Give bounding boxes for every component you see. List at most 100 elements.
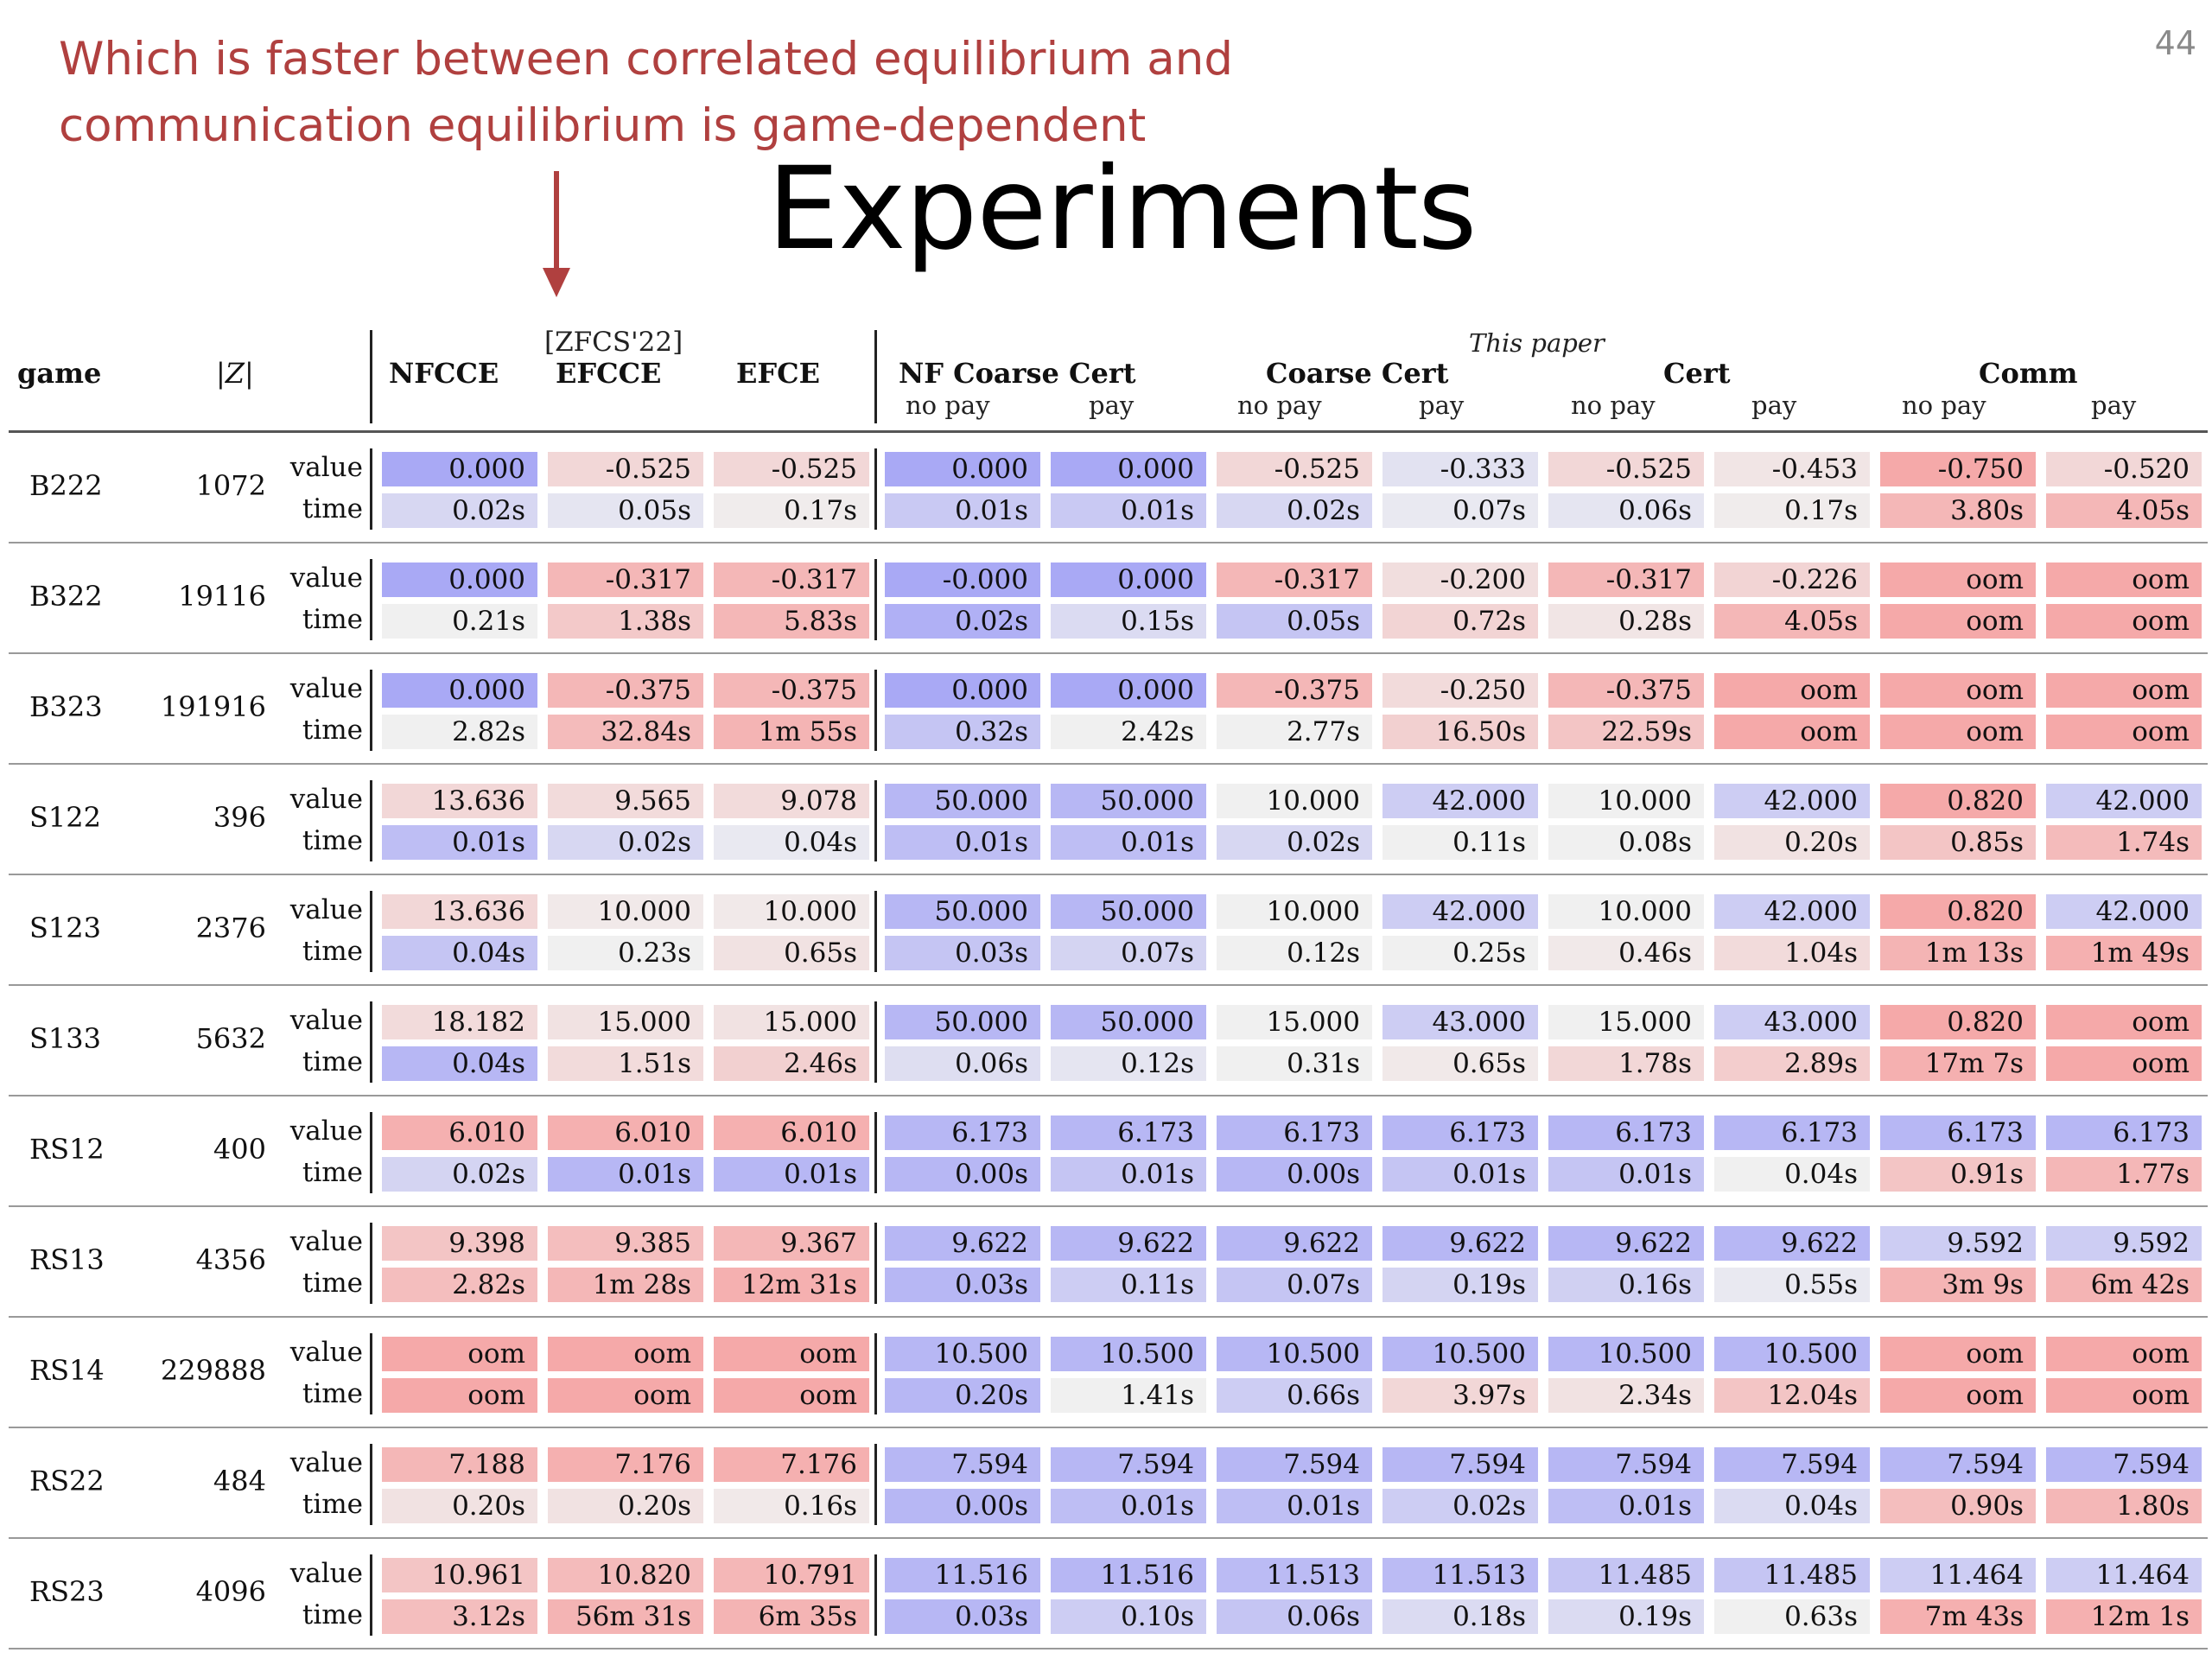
- value-cell: 0.820: [1880, 784, 2036, 818]
- value-cell: oom: [2046, 1337, 2202, 1371]
- value-cell: 7.594: [1880, 1447, 2036, 1482]
- value-cell: 11.485: [1548, 1558, 1704, 1592]
- page-number: 44: [2154, 24, 2196, 62]
- time-cell: 0.66s: [1217, 1378, 1372, 1413]
- time-cell: 4.05s: [1714, 604, 1870, 639]
- value-cell: 10.500: [1548, 1337, 1704, 1371]
- row-divider-1: [874, 1223, 877, 1304]
- time-cell: 0.55s: [1714, 1268, 1870, 1302]
- time-cell: 2.89s: [1714, 1046, 1870, 1081]
- time-cell: 0.01s: [382, 825, 537, 860]
- value-cell: 9.622: [1382, 1226, 1538, 1261]
- value-cell: 9.398: [382, 1226, 537, 1261]
- state-count: 4096: [195, 1575, 266, 1608]
- time-cell: 0.02s: [382, 493, 537, 528]
- value-cell: oom: [1714, 673, 1870, 708]
- time-cell: 0.05s: [1217, 604, 1372, 639]
- time-cell: 0.02s: [1217, 825, 1372, 860]
- time-cell: 22.59s: [1548, 715, 1704, 749]
- time-cell: 0.04s: [382, 936, 537, 970]
- time-cell: oom: [2046, 715, 2202, 749]
- subheader-0: no pay: [906, 391, 990, 420]
- value-cell: 43.000: [1382, 1005, 1538, 1039]
- time-cell: 6m 35s: [714, 1599, 869, 1634]
- row-divider-0: [370, 780, 372, 861]
- value-cell: 9.622: [1548, 1226, 1704, 1261]
- value-cell: 0.000: [382, 563, 537, 597]
- value-cell: 11.516: [1051, 1558, 1206, 1592]
- state-count: 4356: [195, 1243, 266, 1276]
- value-cell: 15.000: [548, 1005, 703, 1039]
- time-cell: 1m 49s: [2046, 936, 2202, 970]
- time-cell: 32.84s: [548, 715, 703, 749]
- time-cell: 2.82s: [382, 715, 537, 749]
- value-cell: 0.000: [382, 673, 537, 708]
- time-cell: 0.02s: [1382, 1489, 1538, 1523]
- time-cell: 0.15s: [1051, 604, 1206, 639]
- time-cell: 3.12s: [382, 1599, 537, 1634]
- time-cell: 3.97s: [1382, 1378, 1538, 1413]
- value-cell: 11.513: [1217, 1558, 1372, 1592]
- game-name: S133: [29, 1022, 101, 1055]
- row-divider-1: [874, 780, 877, 861]
- time-cell: 0.07s: [1382, 493, 1538, 528]
- game-name: B322: [29, 580, 103, 613]
- state-count: 400: [213, 1133, 266, 1166]
- value-cell: 10.000: [548, 894, 703, 929]
- subheader-7: pay: [2091, 391, 2137, 420]
- state-count: 19116: [178, 580, 266, 613]
- row-divider-0: [370, 1333, 372, 1414]
- row-rule: [9, 1537, 2208, 1539]
- value-cell: 7.594: [885, 1447, 1040, 1482]
- time-cell: 0.01s: [1051, 825, 1206, 860]
- time-cell: 0.01s: [1051, 493, 1206, 528]
- value-cell: 9.622: [1714, 1226, 1870, 1261]
- row-divider-1: [874, 891, 877, 972]
- annotation-arrow-icon: [543, 171, 570, 297]
- value-cell: -0.375: [548, 673, 703, 708]
- time-cell: 0.04s: [1714, 1489, 1870, 1523]
- time-cell: 0.00s: [1217, 1157, 1372, 1192]
- game-name: RS22: [29, 1465, 105, 1497]
- value-cell: -0.200: [1382, 563, 1538, 597]
- value-cell: 9.565: [548, 784, 703, 818]
- value-cell: 7.594: [1217, 1447, 1372, 1482]
- time-cell: 0.06s: [1217, 1599, 1372, 1634]
- time-cell: oom: [382, 1378, 537, 1413]
- game-name: S123: [29, 912, 101, 944]
- row-label-value: value: [289, 784, 363, 815]
- row-divider-0: [370, 891, 372, 972]
- value-cell: -0.000: [885, 563, 1040, 597]
- time-cell: 1.78s: [1548, 1046, 1704, 1081]
- value-cell: 13.636: [382, 784, 537, 818]
- time-cell: 5.83s: [714, 604, 869, 639]
- header-efcce: EFCCE: [556, 357, 662, 390]
- row-divider-0: [370, 559, 372, 640]
- subheader-5: pay: [1751, 391, 1797, 420]
- time-cell: 0.17s: [714, 493, 869, 528]
- value-cell: 9.385: [548, 1226, 703, 1261]
- row-divider-0: [370, 448, 372, 530]
- value-cell: 9.078: [714, 784, 869, 818]
- time-cell: 0.23s: [548, 936, 703, 970]
- value-cell: oom: [2046, 563, 2202, 597]
- value-cell: 10.500: [1051, 1337, 1206, 1371]
- time-cell: 0.20s: [382, 1489, 537, 1523]
- results-table: game |Z| NFCCE [ZFCS'22] EFCCE EFCE This…: [9, 320, 2208, 1650]
- row-divider-1: [874, 670, 877, 751]
- time-cell: 0.18s: [1382, 1599, 1538, 1634]
- row-label-time: time: [302, 1599, 363, 1630]
- row-label-time: time: [302, 1157, 363, 1188]
- time-cell: 0.07s: [1051, 936, 1206, 970]
- value-cell: 6.173: [1880, 1116, 2036, 1150]
- value-cell: 0.000: [1051, 563, 1206, 597]
- value-cell: 18.182: [382, 1005, 537, 1039]
- time-cell: 1m 55s: [714, 715, 869, 749]
- time-cell: 0.02s: [885, 604, 1040, 639]
- state-count: 229888: [160, 1354, 266, 1387]
- value-cell: 15.000: [714, 1005, 869, 1039]
- value-cell: 6.173: [1217, 1116, 1372, 1150]
- slide-title: Experiments: [767, 143, 1477, 276]
- value-cell: 42.000: [2046, 784, 2202, 818]
- game-name: RS23: [29, 1575, 105, 1608]
